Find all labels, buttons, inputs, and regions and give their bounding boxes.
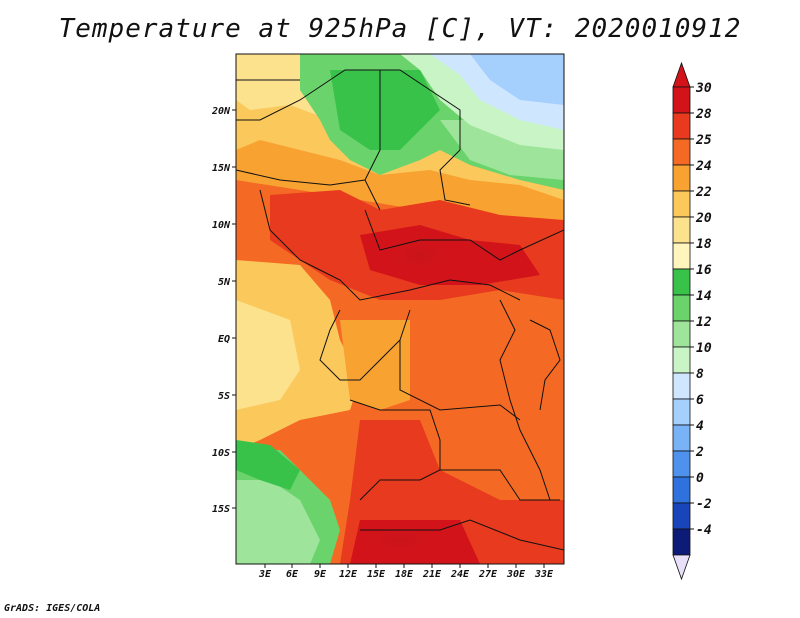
lon-label: 24E: [450, 569, 470, 580]
colorbar-swatch: [672, 398, 691, 426]
colorbar-swatch: [672, 372, 691, 400]
colorbar-swatch: [672, 450, 691, 478]
map-frame: [235, 53, 565, 565]
colorbar-swatch: [672, 242, 691, 270]
lat-label: 15N: [212, 163, 231, 174]
lon-label: 27E: [478, 569, 498, 580]
longitude-axis: 3E 6E 9E 12E 15E 18E 21E 24E 27E 30E 33E: [258, 564, 554, 580]
colorbar-label: 18: [696, 237, 712, 252]
colorbar-bottom-arrow: [672, 554, 691, 581]
lat-label: 10N: [212, 220, 231, 231]
lon-label: 33E: [534, 569, 554, 580]
colorbar-label: 6: [696, 393, 704, 408]
lon-label: 6E: [286, 569, 299, 580]
colorbar-label: 30: [695, 81, 712, 96]
lon-label: 3E: [258, 569, 272, 580]
colorbar-swatch: [672, 476, 691, 504]
colorbar-swatch: [672, 528, 691, 556]
colorbar-label: 25: [695, 133, 712, 148]
colorbar-swatch: [672, 294, 691, 322]
colorbar-label: -2: [696, 497, 712, 512]
map-title: Temperature at 925hPa [C], VT: 202001091…: [58, 14, 742, 44]
colorbar-swatch: [672, 112, 691, 140]
colorbar-swatch: [672, 216, 691, 244]
colorbar-label: 2: [695, 445, 704, 460]
country-borders: [236, 69, 564, 551]
colorbar-label: 24: [695, 159, 712, 174]
colorbar-label: 28: [695, 107, 712, 122]
lon-label: 12E: [339, 569, 358, 580]
colorbar-label: 22: [695, 185, 712, 200]
lat-label: 5N: [218, 277, 231, 288]
lon-label: 15E: [367, 569, 386, 580]
colorbar-label: 20: [695, 211, 712, 226]
colorbar-label: 4: [696, 419, 704, 434]
lon-label: 21E: [422, 569, 442, 580]
colorbar-label: -4: [696, 523, 712, 538]
grads-credit: GrADS: IGES/COLA: [4, 603, 101, 614]
temperature-field: [236, 54, 564, 564]
lon-label: 30E: [506, 569, 526, 580]
lon-label: 9E: [314, 569, 327, 580]
lat-label: 10S: [212, 448, 230, 459]
colorbar-label: 0: [696, 471, 704, 486]
colorbar-swatch: [672, 190, 691, 218]
colorbar-swatch: [672, 268, 691, 296]
colorbar-swatch: [672, 424, 691, 452]
lat-label: 15S: [212, 504, 230, 515]
colorbar-swatch: [672, 138, 691, 166]
lat-label: EQ: [218, 334, 230, 345]
lon-label: 18E: [395, 569, 414, 580]
colorbar-swatch: [672, 320, 691, 348]
colorbar-swatch: [672, 502, 691, 530]
colorbar-label: 8: [696, 367, 704, 382]
colorbar-label: 10: [696, 341, 712, 356]
colorbar-top-arrow: [672, 61, 691, 88]
colorbar-swatch: [672, 164, 691, 192]
colorbar-swatch: [672, 346, 691, 374]
colorbar-swatch: [672, 86, 691, 114]
colorbar-label: 14: [696, 289, 712, 304]
colorbar-label: 12: [696, 315, 712, 330]
lat-label: 5S: [218, 391, 230, 402]
lat-label: 20N: [211, 106, 231, 117]
colorbar-label: 16: [696, 263, 712, 278]
latitude-axis: 20N 15N 10N 5N EQ 5S 10S 15S: [211, 106, 236, 515]
